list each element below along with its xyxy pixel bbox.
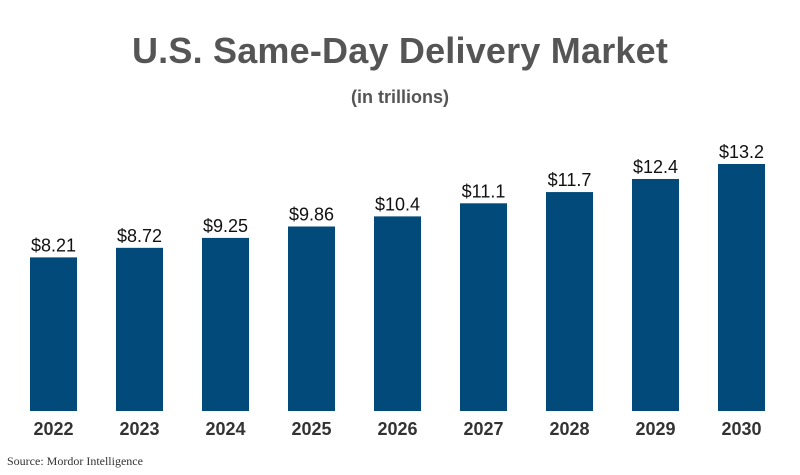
x-tick-label-2023: 2023	[119, 419, 159, 439]
bar-2030	[718, 164, 765, 411]
bar-2026	[374, 216, 421, 411]
data-label-2025: $9.86	[289, 204, 334, 224]
bar-2022	[30, 257, 77, 411]
x-tick-label-2024: 2024	[205, 419, 245, 439]
bar-2027	[460, 203, 507, 411]
x-tick-label-2030: 2030	[721, 419, 761, 439]
data-label-2029: $12.4	[633, 157, 678, 177]
bar-2024	[202, 237, 249, 411]
x-tick-label-2022: 2022	[33, 419, 73, 439]
data-label-2030: $13.2	[719, 142, 764, 162]
x-tick-label-2029: 2029	[635, 419, 675, 439]
x-tick-label-2028: 2028	[549, 419, 589, 439]
data-label-2022: $8.21	[31, 235, 76, 255]
x-tick-label-2027: 2027	[463, 419, 503, 439]
data-label-2024: $9.25	[203, 216, 248, 236]
x-tick-label-2026: 2026	[377, 419, 417, 439]
bar-2025	[288, 226, 335, 411]
data-label-2023: $8.72	[117, 226, 162, 246]
data-label-2027: $11.1	[462, 181, 506, 201]
bar-2023	[116, 247, 163, 411]
chart-title: U.S. Same-Day Delivery Market	[131, 30, 669, 71]
data-label-2026: $10.4	[375, 194, 420, 214]
bar-2029	[632, 178, 679, 411]
bar-2028	[546, 192, 593, 411]
x-tick-label-2025: 2025	[291, 419, 331, 439]
chart-subtitle: (in trillions)	[351, 87, 449, 107]
source-note: Source: Mordor Intelligence	[7, 454, 143, 468]
data-label-2028: $11.7	[548, 170, 592, 190]
